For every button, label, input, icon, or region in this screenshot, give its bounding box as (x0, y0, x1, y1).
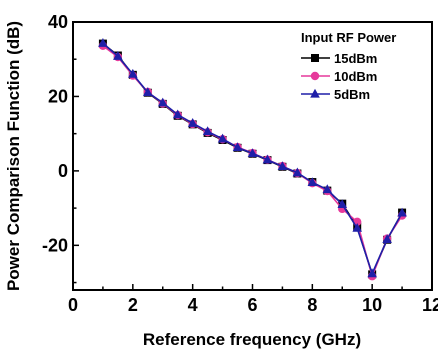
data-point (98, 38, 108, 47)
data-point (277, 161, 288, 171)
y-tick-label: 20 (48, 86, 68, 106)
data-point (292, 167, 303, 177)
x-tick-label: 8 (307, 295, 317, 315)
data-point (307, 177, 318, 187)
legend-marker (311, 54, 319, 62)
y-tick-label: 0 (58, 161, 68, 181)
data-point (247, 148, 258, 157)
data-point (142, 87, 153, 96)
data-point (352, 223, 363, 232)
y-tick-label: 40 (48, 12, 68, 32)
data-point (367, 268, 377, 278)
axis-ticks: 0 2 4 6 8 10 12 -20 0 20 40 (42, 12, 438, 315)
data-point (232, 142, 243, 152)
legend-marker (310, 88, 320, 98)
legend-item-10dbm: 10dBm (301, 69, 377, 84)
x-tick-label: 6 (247, 295, 257, 315)
data-point (157, 97, 168, 107)
x-tick-label: 4 (188, 295, 198, 315)
y-axis-label: Power Comparison Function (dB) (4, 21, 23, 291)
data-point (382, 234, 392, 243)
series-5dbm (98, 38, 407, 278)
data-point (217, 133, 228, 143)
legend-label: 10dBm (334, 69, 377, 84)
legend: Input RF Power 15dBm 10dBm 5dBm (301, 30, 396, 102)
data-point (113, 51, 123, 60)
series-layer (98, 38, 407, 281)
data-point (202, 126, 213, 136)
y-tick-label: -20 (42, 235, 68, 255)
x-axis-label: Reference frequency (GHz) (143, 330, 361, 349)
legend-marker (310, 71, 320, 81)
legend-item-15dbm: 15dBm (301, 51, 377, 66)
data-point (397, 207, 407, 217)
x-tick-label: 12 (422, 295, 438, 315)
legend-title: Input RF Power (301, 30, 396, 45)
data-point (262, 154, 273, 164)
data-point (337, 199, 348, 208)
x-tick-label: 10 (362, 295, 382, 315)
legend-item-5dbm: 5dBm (301, 87, 370, 102)
data-point (322, 184, 333, 194)
x-tick-label: 0 (68, 295, 78, 315)
x-tick-label: 2 (128, 295, 138, 315)
data-point (128, 68, 138, 78)
data-point (187, 118, 198, 127)
legend-label: 5dBm (334, 87, 370, 102)
legend-label: 15dBm (334, 51, 377, 66)
data-point (172, 109, 183, 119)
